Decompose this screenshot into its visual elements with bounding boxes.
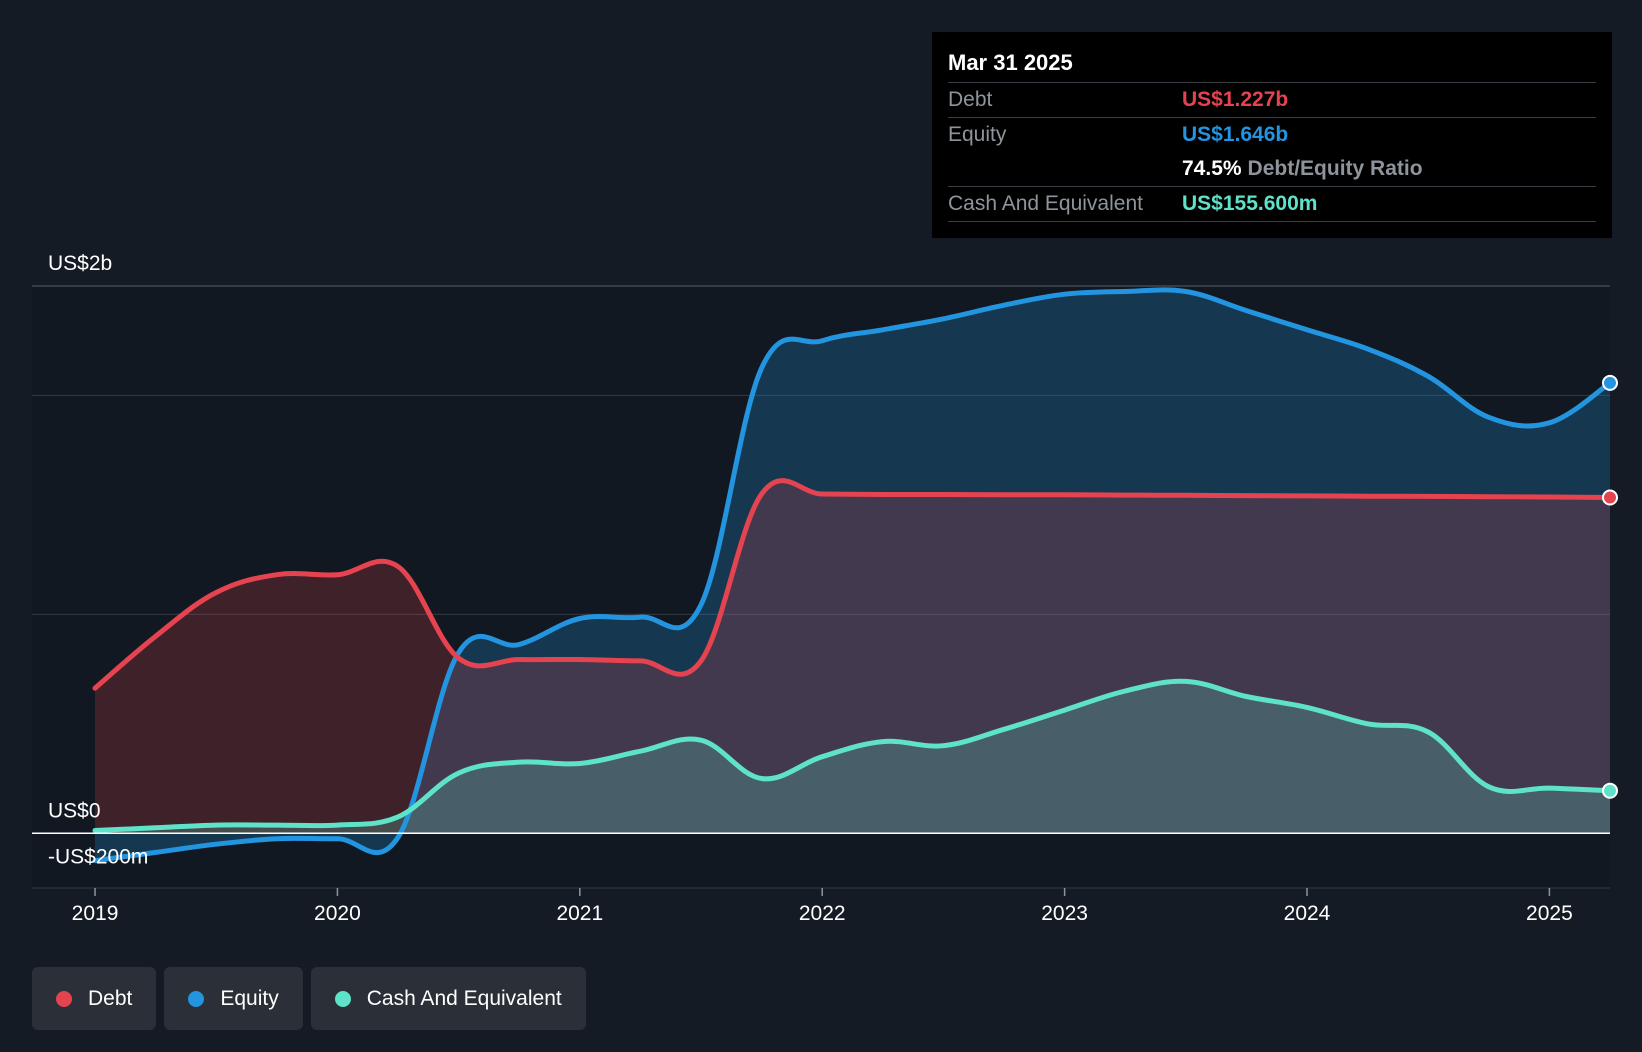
x-tick-label: 2019 [72, 902, 119, 925]
x-tick-label: 2022 [799, 902, 846, 925]
tooltip-cash-label: Cash And Equivalent [948, 192, 1143, 215]
tooltip-equity-value: US$1.646b [1182, 123, 1289, 146]
x-axis: 2019 2020 2021 2022 2023 2024 2025 [72, 888, 1573, 925]
tooltip-equity-row: Equity US$1.646b [948, 118, 1596, 152]
legend-item-debt[interactable]: Debt [32, 967, 157, 1030]
plot-background [32, 286, 1610, 888]
tooltip-debt-value: US$1.227b [1182, 88, 1289, 111]
x-tick-label: 2021 [556, 902, 603, 925]
tooltip-date: Mar 31 2025 [948, 48, 1596, 83]
legend-item-cash[interactable]: Cash And Equivalent [310, 967, 586, 1030]
legend-label-debt: Debt [88, 986, 133, 1010]
tooltip-ratio-label: Debt/Equity Ratio [1247, 157, 1423, 180]
end-marker-cash [1602, 782, 1618, 799]
end-markers [1602, 374, 1618, 799]
legend-label-cash: Cash And Equivalent [366, 986, 562, 1010]
grid-lines [32, 285, 1610, 889]
line-equity[interactable] [92, 287, 1613, 864]
series-lines [92, 287, 1613, 864]
line-debt[interactable] [92, 478, 1613, 691]
line-cash[interactable] [92, 678, 1613, 833]
legend-item-equity[interactable]: Equity [164, 967, 303, 1030]
area-debt [95, 480, 1610, 834]
y-tick-label: US$0 [48, 799, 101, 822]
tooltip-equity-label: Equity [948, 123, 1007, 146]
tooltip-ratio-row: 74.5% Debt/Equity Ratio [948, 152, 1596, 187]
y-tick-label: US$2b [48, 252, 112, 275]
legend-dot-cash-icon [334, 990, 351, 1007]
tooltip-ratio-value: 74.5% [1182, 157, 1242, 180]
x-tick-label: 2025 [1526, 902, 1573, 925]
y-tick-labels: US$2b US$0 -US$200m [48, 252, 148, 868]
legend-dot-debt-icon [56, 990, 72, 1007]
series-areas [95, 289, 1610, 861]
legend: Debt Equity Cash And Equivalent [32, 967, 586, 1030]
legend-dot-equity-icon [188, 990, 205, 1007]
tooltip-debt-row: Debt US$1.227b [948, 83, 1596, 118]
tooltip-debt-label: Debt [948, 88, 993, 111]
tooltip: Mar 31 2025 Debt US$1.227b Equity US$1.6… [932, 32, 1612, 238]
area-equity [95, 289, 1610, 861]
end-marker-equity [1602, 374, 1618, 391]
tooltip-cash-row: Cash And Equivalent US$155.600m [948, 187, 1596, 222]
y-tick-label: -US$200m [48, 845, 148, 868]
x-tick-label: 2024 [1284, 902, 1331, 925]
x-tick-label: 2020 [314, 902, 361, 925]
area-cash [95, 681, 1610, 834]
tooltip-cash-value: US$155.600m [1182, 192, 1318, 215]
x-tick-label: 2023 [1041, 902, 1088, 925]
end-marker-debt [1602, 489, 1618, 506]
legend-label-equity: Equity [220, 986, 279, 1010]
